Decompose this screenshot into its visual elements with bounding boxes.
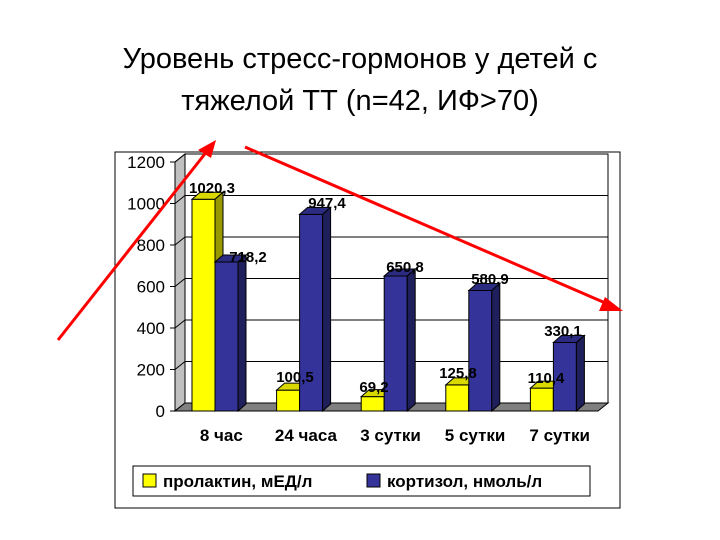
y-tick-label: 400 (137, 319, 165, 338)
data-label: 125,8 (439, 365, 477, 382)
trend-arrows (56, 140, 623, 341)
x-tick-label: 8 час (200, 426, 243, 445)
bar-side (322, 206, 332, 413)
bar-front (276, 389, 301, 412)
arrow-head-rising (198, 140, 216, 158)
bar (467, 282, 502, 413)
x-tick-label: 24 часа (275, 426, 338, 445)
bar (382, 267, 417, 413)
data-labels: 1020,3 100,5 69,2 125,8 110,4 718,2 947,4 650,8… (189, 180, 582, 396)
grid-line (174, 319, 608, 329)
legend: пролактин, мЕД/л кортизол, нмоль/л (132, 465, 591, 497)
title-line-1: Уровень стресс-гормонов у детей с (122, 43, 598, 75)
bar-front (529, 387, 554, 412)
bar (552, 334, 586, 413)
bar-side (237, 253, 247, 413)
x-axis-ticks: 8 час 24 часа 3 сутки 5 сутки 7 сутки (200, 426, 590, 445)
data-label: 100,5 (276, 369, 314, 386)
grid-line (174, 195, 608, 204)
legend-swatch (142, 473, 157, 488)
legend-label: пролактин, мЕД/л (163, 472, 312, 491)
bar-front (445, 384, 470, 412)
data-label: 1020,3 (189, 180, 235, 197)
bar-front (214, 261, 239, 412)
data-label: 69,2 (359, 379, 388, 396)
bar-side (491, 282, 501, 413)
y-tick-label: 200 (137, 361, 165, 380)
y-tick-label: 800 (137, 236, 165, 255)
data-label: 650,8 (386, 259, 424, 276)
arrow-head-falling (599, 297, 623, 311)
y-tick-label: 600 (137, 278, 165, 297)
y-tick-label: 1200 (127, 153, 165, 172)
x-tick-label: 7 сутки (529, 426, 590, 445)
grid-line (174, 361, 608, 370)
legend-label: кортизол, нмоль/л (387, 472, 542, 491)
data-label: 330,1 (544, 323, 582, 340)
title-line-2: тяжелой ТТ (n=42, ИФ>70) (181, 85, 539, 117)
slide-title: Уровень стресс-гормонов у детей с тяжело… (40, 38, 680, 122)
trend-arrow-rising (56, 149, 210, 341)
bar (298, 206, 332, 413)
legend-box (132, 465, 591, 497)
bar-front (191, 198, 216, 412)
bar (213, 253, 248, 413)
bar-front (468, 289, 493, 412)
bar-side (406, 267, 416, 413)
bars (190, 191, 586, 413)
grid-line (174, 278, 608, 287)
y-tick-label: 0 (156, 402, 165, 421)
bar-front (360, 396, 385, 412)
data-label: 947,4 (308, 195, 346, 212)
trend-arrow-falling (244, 145, 611, 307)
data-label: 110,4 (528, 370, 565, 387)
data-label: 580,9 (471, 271, 509, 288)
bar-side (575, 334, 585, 413)
y-axis-ticks: 0 200 400 600 800 1000 1200 (127, 153, 165, 421)
data-label: 718,2 (229, 249, 267, 266)
x-tick-label: 3 сутки (360, 426, 421, 445)
grid-line (174, 236, 608, 246)
grid-line (174, 153, 608, 163)
x-tick-label: 5 сутки (445, 426, 506, 445)
y-tick-label: 1000 (127, 195, 165, 214)
legend-swatch (366, 473, 381, 488)
